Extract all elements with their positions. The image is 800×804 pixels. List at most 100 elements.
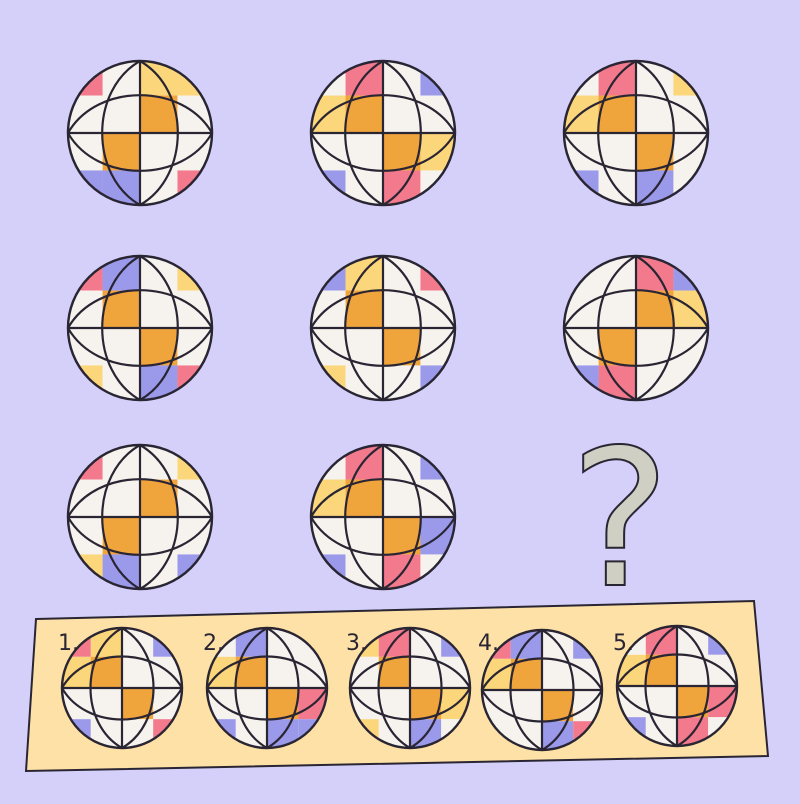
- ball-cell: [102, 328, 140, 366]
- ball-cell: [645, 654, 677, 686]
- answer-option-5[interactable]: [615, 624, 739, 748]
- ball-outline: [309, 254, 457, 402]
- answer-option-3[interactable]: [348, 626, 472, 750]
- answer-option-2[interactable]: [205, 626, 329, 750]
- ball-cell: [122, 656, 154, 688]
- ball-seam: [350, 655, 470, 689]
- ball-cell: [383, 479, 421, 517]
- ball-cell: [420, 170, 455, 205]
- ball-cell: [68, 256, 103, 291]
- ball-cell: [177, 256, 212, 291]
- ball-cell: [673, 365, 708, 400]
- ball-seam: [207, 655, 327, 689]
- ball-seam: [311, 516, 455, 556]
- ball-cell: [345, 328, 383, 366]
- ball-cell: [598, 290, 636, 328]
- ball-cell: [102, 517, 140, 555]
- ball-cell: [311, 170, 346, 205]
- ball-cell: [102, 290, 140, 328]
- ball-cell: [102, 133, 140, 171]
- ball-cell: [140, 328, 178, 366]
- puzzle-ball-7: [66, 443, 214, 591]
- ball-seam: [311, 94, 455, 134]
- ball-cell: [564, 61, 599, 96]
- answer-option-label: 2.: [203, 631, 224, 656]
- ball-cell: [311, 554, 346, 589]
- ball-cell: [345, 133, 383, 171]
- ball-seam: [597, 256, 637, 400]
- ball-cell: [68, 554, 103, 589]
- ball-outline: [562, 254, 710, 402]
- ball-seam: [68, 289, 212, 329]
- ball-cell: [90, 656, 122, 688]
- ball-cell: [645, 686, 677, 718]
- ball-cell: [598, 95, 636, 133]
- ball-outline: [205, 626, 329, 750]
- ball-seam: [564, 132, 708, 172]
- ball-cell: [510, 658, 542, 690]
- ball-outline: [309, 443, 457, 591]
- ball-seam: [311, 478, 455, 518]
- ball-cell: [420, 554, 455, 589]
- ball-cell: [177, 61, 212, 96]
- ball-cell: [267, 688, 299, 720]
- answer-option-label: 3.: [346, 631, 367, 656]
- ball-cell: [598, 328, 636, 366]
- ball-outline: [480, 628, 604, 752]
- ball-outline: [66, 443, 214, 591]
- ball-outline: [615, 624, 739, 748]
- ball-seam: [617, 685, 737, 719]
- ball-cell: [673, 61, 708, 96]
- question-mark: ?: [570, 409, 671, 630]
- ball-cell: [673, 256, 708, 291]
- ball-cell: [673, 170, 708, 205]
- answer-option-label: 5.: [613, 631, 634, 656]
- ball-cell: [68, 365, 103, 400]
- answer-option-1[interactable]: [60, 626, 184, 750]
- ball-cell: [383, 517, 421, 555]
- ball-cell: [383, 95, 421, 133]
- ball-seam: [139, 445, 179, 589]
- answer-option-4[interactable]: [480, 628, 604, 752]
- puzzle-ball-1: [66, 59, 214, 207]
- ball-seam: [311, 132, 455, 172]
- ball-seam: [68, 327, 212, 367]
- ball-cell: [378, 688, 410, 720]
- ball-cell: [177, 554, 212, 589]
- ball-cell: [68, 170, 103, 205]
- ball-cell: [122, 688, 154, 720]
- ball-cell: [636, 133, 674, 171]
- ball-cell: [177, 445, 212, 480]
- answer-option-label: 1.: [58, 631, 79, 656]
- ball-cell: [235, 656, 267, 688]
- puzzle-ball-5: [309, 254, 457, 402]
- ball-cell: [140, 290, 178, 328]
- ball-seam: [207, 687, 327, 721]
- ball-outline: [66, 59, 214, 207]
- ball-cell: [102, 95, 140, 133]
- ball-cell: [311, 61, 346, 96]
- ball-cell: [420, 445, 455, 480]
- ball-cell: [677, 686, 709, 718]
- ball-seam: [101, 445, 141, 589]
- ball-cell: [311, 445, 346, 480]
- ball-cell: [267, 656, 299, 688]
- ball-cell: [235, 688, 267, 720]
- ball-seam: [635, 256, 675, 400]
- puzzle-ball-6: [562, 254, 710, 402]
- ball-cell: [510, 690, 542, 722]
- ball-cell: [636, 290, 674, 328]
- ball-outline: [309, 59, 457, 207]
- ball-cell: [420, 256, 455, 291]
- ball-cell: [420, 365, 455, 400]
- ball-seam: [101, 61, 141, 205]
- ball-seam: [564, 94, 708, 134]
- ball-cell: [598, 133, 636, 171]
- ball-seam: [350, 687, 470, 721]
- ball-cell: [564, 365, 599, 400]
- ball-cell: [140, 517, 178, 555]
- ball-seam: [139, 61, 179, 205]
- ball-seam: [617, 653, 737, 687]
- answer-option-label: 4.: [478, 631, 499, 656]
